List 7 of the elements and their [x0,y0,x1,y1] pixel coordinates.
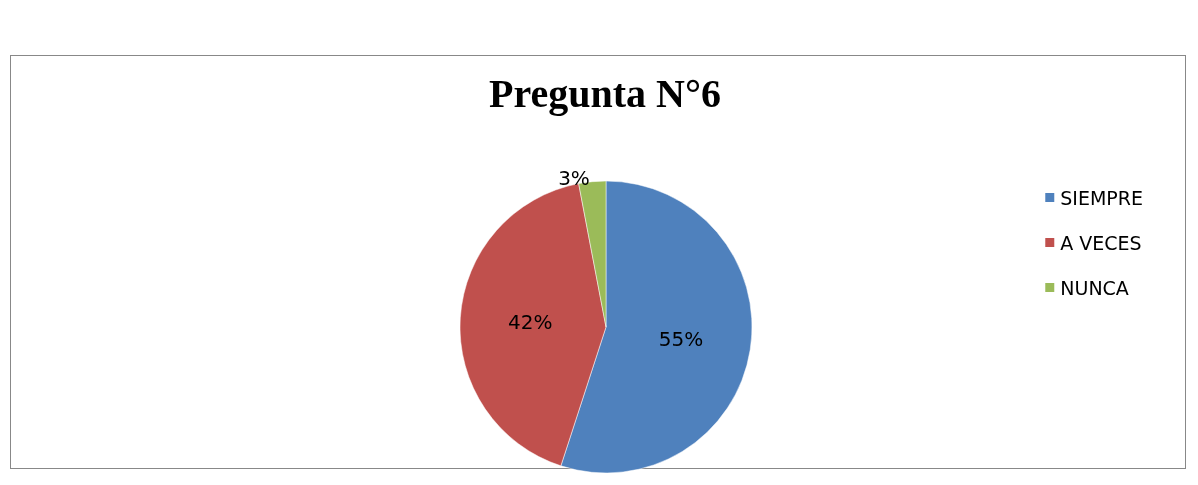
data-label: 3% [558,165,590,190]
legend-label: NUNCA [1060,276,1129,299]
legend-label: SIEMPRE [1060,186,1144,209]
data-label: 55% [658,326,704,351]
chart-title: Pregunta N°6 [489,70,721,116]
data-label: 42% [507,310,553,335]
legend-label: A VECES [1060,231,1142,254]
